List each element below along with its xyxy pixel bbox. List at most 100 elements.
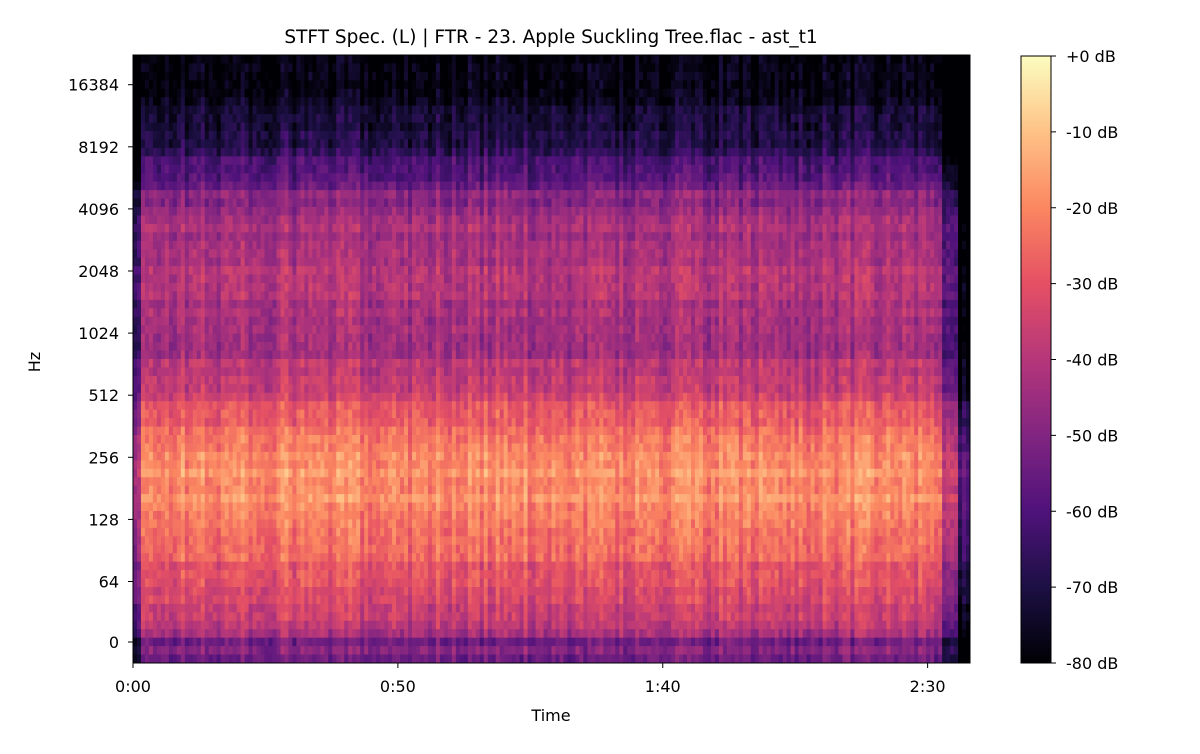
heatmap-cell [459, 198, 465, 208]
heatmap-cell [551, 147, 556, 157]
heatmap-cell [770, 173, 776, 183]
heatmap-cell [870, 232, 875, 242]
heatmap-cell [579, 80, 584, 90]
heatmap-cell [316, 71, 321, 81]
heatmap-cell [786, 249, 792, 259]
heatmap-cell [611, 181, 616, 191]
heatmap-cell [144, 156, 150, 166]
heatmap-cell [320, 207, 325, 216]
heatmap-cell [208, 131, 214, 140]
heatmap-cell [320, 249, 325, 259]
heatmap-cell [276, 249, 281, 259]
heatmap-cell [698, 55, 704, 64]
heatmap-cell [435, 147, 441, 157]
heatmap-cell [232, 215, 238, 225]
heatmap-cell [268, 198, 273, 208]
heatmap-cell [734, 207, 740, 216]
heatmap-cell [272, 147, 277, 157]
heatmap-cell [471, 88, 477, 98]
heatmap-cell [583, 156, 588, 166]
heatmap-cell [276, 207, 281, 216]
heatmap-cell [667, 114, 672, 123]
heatmap-cell [555, 156, 560, 166]
heatmap-cell [495, 198, 501, 208]
heatmap-cell [758, 198, 764, 208]
heatmap-cell [328, 156, 333, 166]
heatmap-cell [579, 105, 584, 115]
heatmap-cell [503, 71, 509, 81]
heatmap-cell [348, 105, 353, 115]
heatmap-cell [216, 181, 222, 191]
heatmap-cell [264, 232, 269, 242]
heatmap-cell [160, 71, 166, 81]
heatmap-cell [184, 198, 190, 208]
heatmap-cell [878, 55, 883, 64]
heatmap-cell [906, 97, 911, 107]
heatmap-cell [208, 71, 214, 81]
heatmap-cell [734, 97, 740, 107]
heatmap-cell [679, 190, 684, 199]
heatmap-cell [583, 181, 588, 191]
heatmap-cell [160, 97, 166, 107]
heatmap-cell [404, 131, 409, 140]
heatmap-cell [563, 173, 568, 183]
heatmap-cell [543, 232, 548, 242]
heatmap-cell [722, 147, 728, 157]
heatmap-cell [595, 207, 600, 216]
heatmap-cell [300, 156, 305, 166]
heatmap-cell [722, 181, 728, 191]
heatmap-cell [216, 71, 222, 81]
heatmap-cell [595, 164, 600, 174]
heatmap-cell [148, 147, 154, 157]
heatmap-cell [523, 63, 528, 73]
heatmap-cell [838, 215, 843, 225]
heatmap-cell [336, 207, 341, 216]
heatmap-cell [168, 198, 174, 208]
heatmap-cell [946, 240, 951, 250]
heatmap-cell [663, 147, 668, 157]
heatmap-cell [539, 97, 544, 107]
heatmap-cell [236, 114, 242, 123]
heatmap-cell [810, 232, 815, 242]
heatmap-cell [750, 114, 756, 123]
heatmap-cell [766, 97, 772, 107]
heatmap-cell [627, 198, 632, 208]
heatmap-cell [344, 223, 349, 233]
heatmap-cell [742, 223, 748, 233]
heatmap-cell [651, 147, 656, 157]
heatmap-cell [587, 105, 592, 115]
heatmap-cell [559, 223, 564, 233]
heatmap-cell [555, 249, 560, 259]
heatmap-cell [599, 131, 604, 140]
heatmap-cell [714, 190, 720, 199]
heatmap-cell [180, 156, 186, 166]
heatmap-cell [659, 240, 664, 250]
heatmap-cell [208, 232, 214, 242]
heatmap-cell [547, 97, 552, 107]
heatmap-cell [332, 240, 337, 250]
heatmap-cell [324, 63, 329, 73]
heatmap-cell [679, 88, 684, 98]
heatmap-cell [148, 223, 154, 233]
heatmap-cell [459, 156, 465, 166]
heatmap-cell [754, 215, 760, 225]
heatmap-cell [930, 198, 935, 208]
heatmap-cell [515, 207, 521, 216]
heatmap-cell [698, 114, 704, 123]
heatmap-cell [212, 198, 218, 208]
heatmap-cell [651, 190, 656, 199]
heatmap-cell [519, 55, 524, 64]
heatmap-cell [264, 80, 269, 90]
heatmap-cell [352, 55, 357, 64]
heatmap-cell [447, 249, 453, 259]
heatmap-cell [308, 173, 313, 183]
heatmap-cell [834, 164, 839, 174]
heatmap-cell [156, 88, 162, 98]
heatmap-cell [435, 63, 441, 73]
heatmap-cell [188, 131, 194, 140]
heatmap-cell [567, 207, 572, 216]
heatmap-cell [942, 232, 947, 242]
heatmap-cell [372, 240, 377, 250]
heatmap-cell [408, 147, 413, 157]
heatmap-cell [906, 55, 911, 64]
